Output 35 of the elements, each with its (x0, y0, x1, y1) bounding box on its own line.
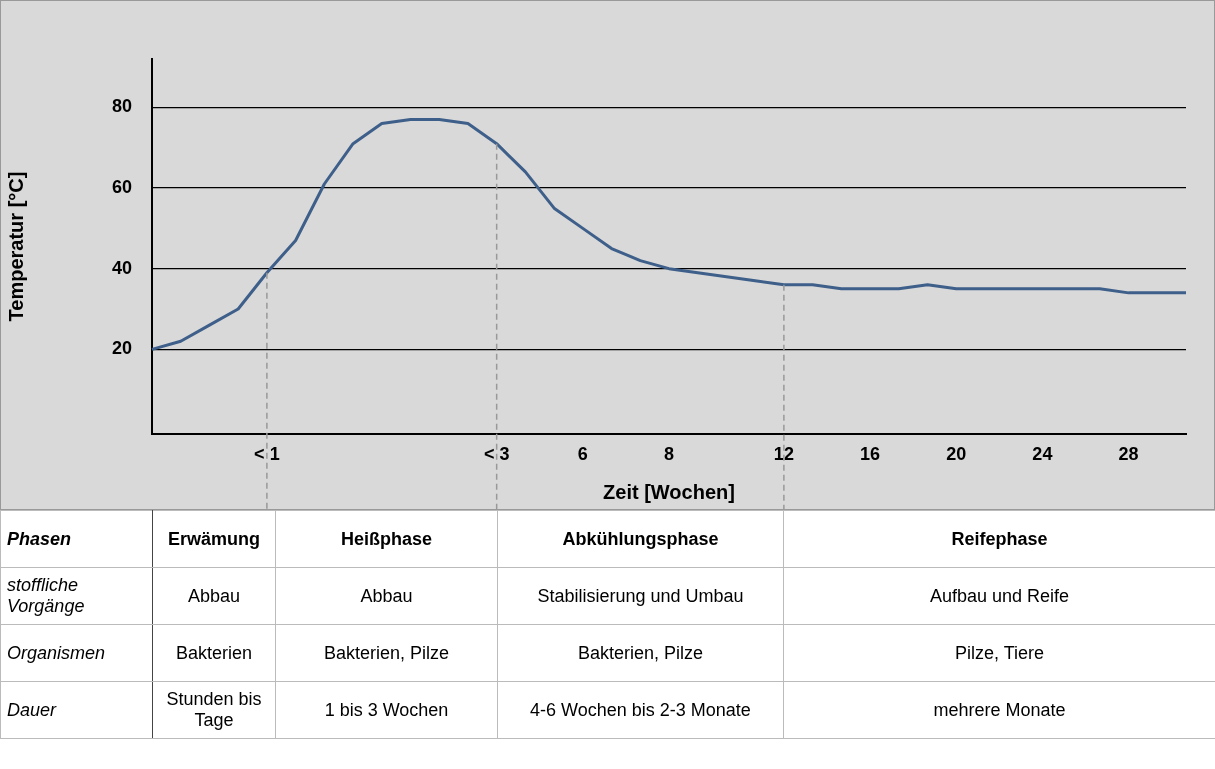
text: Stabilisierung und Umbau (497, 567, 784, 625)
x-tick-label: 6 (577, 443, 588, 464)
text: Bakterien (152, 624, 276, 682)
y-axis-title: Temperatur [°C] (4, 171, 27, 322)
x-tick-label: 28 (1118, 443, 1139, 464)
x-tick-label: 20 (946, 443, 967, 464)
text: Bakterien, Pilze (497, 624, 784, 682)
text: 1 bis 3 Wochen (275, 681, 498, 739)
text: Abbau (152, 567, 276, 625)
x-tick-label: 16 (860, 443, 881, 464)
text: Stunden bis Tage (152, 681, 276, 739)
y-tick-label: 20 (111, 338, 132, 359)
y-tick-label: 40 (111, 257, 132, 278)
y-tick-label: 80 (111, 96, 132, 117)
text: Reifephase (783, 510, 1215, 568)
text: Organismen (0, 624, 153, 682)
y-tick-label: 60 (111, 177, 132, 197)
x-tick-label: 12 (773, 443, 794, 464)
x-tick-label: 24 (1032, 443, 1053, 464)
text: Erwämung (152, 510, 276, 568)
x-tick-label: < 1 (254, 443, 280, 464)
x-axis-title: Zeit [Wochen] (603, 480, 735, 503)
text: Phasen (0, 510, 153, 568)
x-tick-label: < 3 (483, 443, 510, 464)
text: 4-6 Wochen bis 2-3 Monate (497, 681, 784, 739)
text: Pilze, Tiere (783, 624, 1215, 682)
text: stoffliche Vorgänge (0, 567, 153, 625)
text: Dauer (0, 681, 153, 739)
x-tick-label: 8 (663, 443, 675, 464)
text: Abkühlungsphase (497, 510, 784, 568)
text: Abbau (275, 567, 498, 625)
text: Aufbau und Reife (783, 567, 1215, 625)
text: mehrere Monate (783, 681, 1215, 739)
text: Heißphase (275, 510, 498, 568)
text: Bakterien, Pilze (275, 624, 498, 682)
